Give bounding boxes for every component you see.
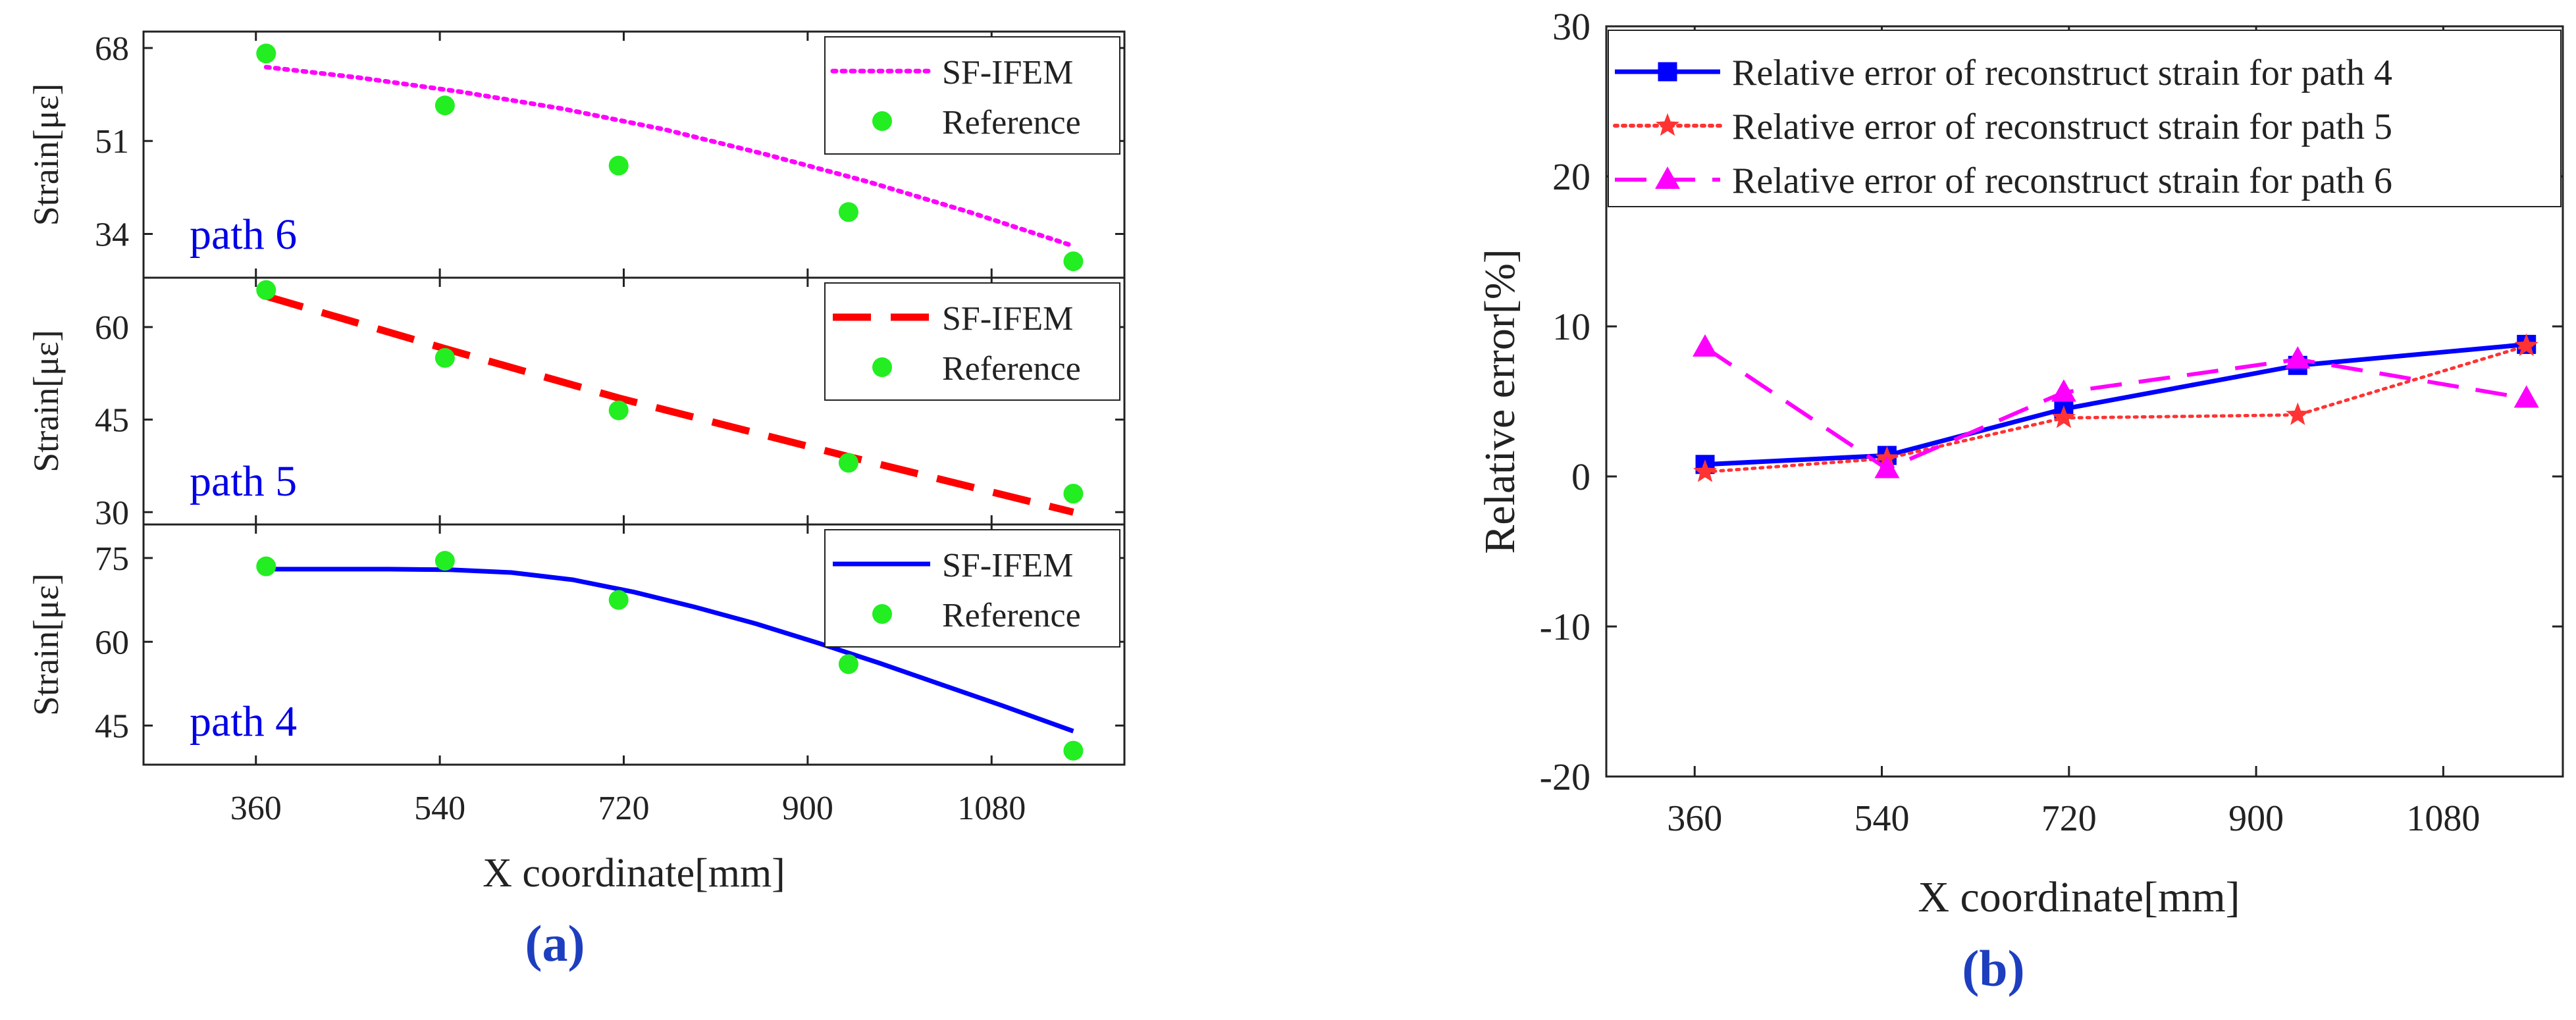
reference-point: [434, 551, 455, 571]
legend-box: [1608, 30, 2562, 207]
sf-ifem-line: [265, 292, 1074, 516]
panel-path-4: 45 60 75 Strain[με] path 4 SF-IFEM Reference: [26, 523, 1126, 766]
x-tick-label: 720: [598, 790, 649, 827]
y-tick-label: -20: [1540, 755, 1590, 798]
legend-box: [824, 36, 1120, 155]
data-point: [1874, 455, 1900, 478]
path-label: path 5: [190, 457, 297, 505]
panel-path-6: 34 51 68 Strain[με] path 6 SF-IFEM Reference: [26, 30, 1126, 279]
legend: Relative error of reconstruct strain for…: [1608, 30, 2562, 207]
y-tick-label: 68: [95, 30, 129, 68]
data-point: [1693, 459, 1718, 482]
caption: (a): [525, 915, 585, 972]
data-point: [2051, 379, 2076, 402]
x-tick-label: 900: [2228, 798, 2284, 839]
reference-point: [434, 347, 455, 368]
y-tick-label: 34: [95, 217, 129, 254]
x-tick-label: 540: [1854, 798, 1910, 839]
legend-reference-swatch: [872, 604, 892, 624]
reference-point: [1063, 251, 1084, 272]
y-tick-label: 30: [1552, 5, 1590, 48]
reference-point: [1063, 484, 1084, 504]
data-point: [2285, 346, 2311, 369]
legend-label: Relative error of reconstruct strain for…: [1732, 53, 2392, 93]
reference-point: [838, 453, 858, 473]
legend-label: Reference: [942, 104, 1081, 141]
x-tick-label: 360: [1667, 798, 1722, 839]
legend-marker: [1658, 62, 1677, 82]
y-tick-label: 45: [95, 708, 129, 746]
legend-marker: [1655, 166, 1680, 189]
data-point: [2514, 333, 2538, 356]
legend-box: [824, 529, 1120, 648]
chart-b: 360 540 720 900 1080 -20 -10 0 10 20 30 Relative er…: [1476, 5, 2564, 997]
y-tick-label: 10: [1552, 305, 1590, 348]
caption: (b): [1962, 940, 2024, 997]
series-path-4: [1695, 334, 2537, 474]
legend: SF-IFEM Reference: [824, 36, 1120, 155]
x-tick-label: 1080: [2406, 798, 2480, 839]
panel-frame: [142, 523, 1126, 766]
x-tick-label: 360: [230, 790, 282, 827]
series-line: [1704, 345, 2527, 472]
legend-label: Reference: [942, 350, 1081, 388]
reference-point: [256, 556, 276, 576]
series-line: [1703, 344, 2529, 474]
legend-label: SF-IFEM: [942, 547, 1073, 584]
legend-box: [824, 282, 1120, 401]
reference-point: [608, 590, 629, 610]
y-tick-label: 75: [95, 540, 129, 578]
reference-point: [608, 400, 629, 421]
y-axis-label: Strain[με]: [26, 573, 66, 716]
path-label: path 4: [190, 698, 297, 746]
y-tick-label: -10: [1540, 605, 1590, 648]
data-point: [2513, 385, 2539, 408]
legend-reference-swatch: [872, 111, 892, 131]
y-axis-label: Relative error[%]: [1476, 249, 1524, 554]
x-tick-label: 540: [414, 790, 465, 827]
legend: SF-IFEM Reference: [824, 282, 1120, 401]
y-axis-label: Strain[με]: [26, 84, 66, 226]
sf-ifem-line: [266, 567, 1074, 734]
legend-label: Relative error of reconstruct strain for…: [1732, 161, 2392, 201]
x-axis-label: X coordinate[mm]: [483, 851, 785, 896]
y-tick-label: 30: [95, 494, 129, 532]
x-tick-label: 1080: [957, 790, 1026, 827]
data-point: [1693, 334, 1718, 357]
reference-point: [608, 155, 629, 176]
y-tick-label: 0: [1571, 455, 1590, 498]
y-axis-label: Strain[με]: [26, 330, 66, 472]
y-tick-label: 60: [95, 624, 129, 661]
reference-point: [434, 95, 455, 116]
legend-label: Relative error of reconstruct strain for…: [1732, 107, 2392, 147]
sf-ifem-line: [263, 64, 1076, 249]
x-tick-label: 720: [2041, 798, 2097, 839]
series-line: [1704, 342, 2527, 467]
reference-point: [838, 202, 858, 222]
reference-point: [838, 654, 858, 675]
data-point: [2286, 402, 2310, 425]
legend-label: SF-IFEM: [942, 54, 1073, 91]
series-path-6: [1693, 334, 2539, 478]
reference-point: [256, 43, 276, 64]
panel-path-5: 30 45 60 Strain[με] path 5 SF-IFEM Reference: [26, 276, 1126, 532]
reference-point: [256, 280, 276, 300]
legend-reference-swatch: [872, 357, 892, 377]
x-axis-label: X coordinate[mm]: [1918, 873, 2240, 921]
y-tick-label: 20: [1552, 155, 1590, 198]
reference-point: [1063, 740, 1084, 761]
path-label: path 6: [190, 211, 297, 259]
legend-marker: [1655, 113, 1680, 136]
legend-label: Reference: [942, 597, 1081, 634]
y-tick-label: 60: [95, 309, 129, 347]
x-tick-label: 900: [782, 790, 833, 827]
data-point: [2051, 405, 2076, 428]
y-tick-label: 45: [95, 402, 129, 440]
plot-frame: [1605, 25, 2564, 778]
legend: SF-IFEM Reference: [824, 529, 1120, 648]
y-tick-label: 51: [95, 123, 129, 161]
legend-label: SF-IFEM: [942, 300, 1073, 338]
